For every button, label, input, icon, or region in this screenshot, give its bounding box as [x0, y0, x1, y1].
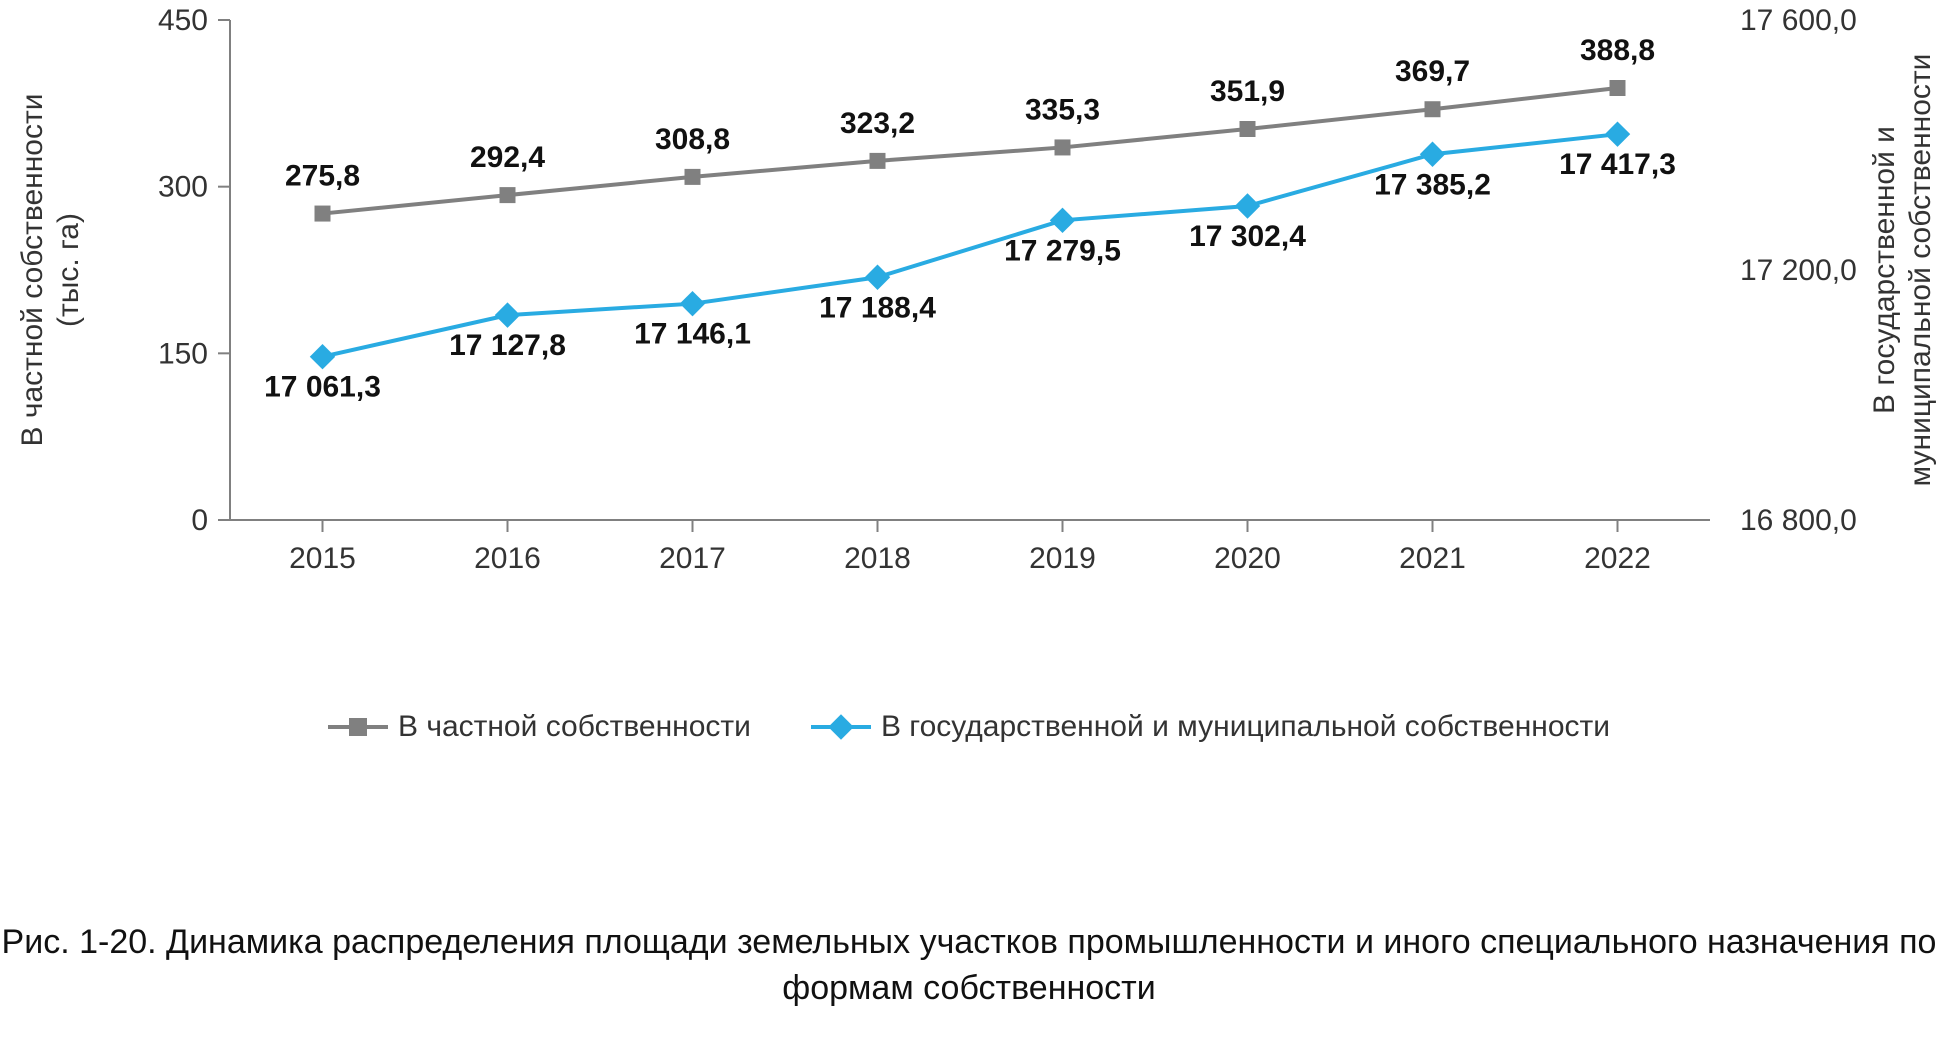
diamond-marker-icon: [828, 714, 853, 739]
series-private-data-label: 323,2: [840, 107, 915, 140]
series-private-marker: [500, 187, 516, 203]
series-state-marker: [1235, 193, 1260, 218]
x-tick-label: 2015: [289, 542, 356, 575]
series-state-marker: [310, 344, 335, 369]
legend-item-series_a: В частной собственности: [328, 710, 751, 744]
legend-line-icon: [328, 725, 388, 729]
figure-caption: Рис. 1-20. Динамика распределения площад…: [0, 920, 1938, 1012]
series-state-marker: [680, 291, 705, 316]
series-private-data-label: 275,8: [285, 160, 360, 193]
chart-legend: В частной собственности В государственной…: [0, 710, 1938, 744]
series-state-data-label: 17 146,1: [634, 318, 751, 351]
y-left-tick-label: 300: [158, 171, 208, 204]
series-state-data-label: 17 061,3: [264, 371, 381, 404]
y-right-axis-title: В государственной имуниципальной собстве…: [1868, 54, 1938, 487]
legend-label: В частной собственности: [398, 710, 751, 744]
series-private-marker: [1425, 101, 1441, 117]
legend-line-icon: [811, 725, 871, 729]
x-tick-label: 2017: [659, 542, 726, 575]
series-private-marker: [1240, 121, 1256, 137]
y-right-tick-label: 16 800,0: [1740, 504, 1857, 537]
series-private-marker: [1610, 80, 1626, 96]
square-marker-icon: [349, 718, 367, 736]
series-state-marker: [495, 302, 520, 327]
series-state-data-label: 17 188,4: [819, 291, 936, 324]
series-state-data-label: 17 385,2: [1374, 168, 1491, 201]
dual-axis-line-chart: 0 150 300 450 16 800,0 17 200,0 17 600,0 2015 20…: [0, 0, 1938, 620]
series-private-data-label: 351,9: [1210, 75, 1285, 108]
x-tick-label: 2020: [1214, 542, 1281, 575]
y-left-tick-label: 450: [158, 4, 208, 37]
series-state-marker: [1050, 208, 1075, 233]
y-right-tick-label: 17 200,0: [1740, 254, 1857, 287]
series-private-marker: [315, 206, 331, 222]
series-private-marker: [685, 169, 701, 185]
series-private-data-label: 292,4: [470, 141, 545, 174]
series-state-data-label: 17 279,5: [1004, 234, 1121, 267]
series-private-data-label: 388,8: [1580, 34, 1655, 67]
series-state-data-label: 17 417,3: [1559, 148, 1676, 181]
x-tick-label: 2022: [1584, 542, 1651, 575]
series-private-marker: [1055, 139, 1071, 155]
legend-item-series_b: В государственной и муниципальной собств…: [811, 710, 1610, 744]
series-private-marker: [870, 153, 886, 169]
x-tick-label: 2019: [1029, 542, 1096, 575]
series-private-data-label: 308,8: [655, 123, 730, 156]
x-tick-label: 2021: [1399, 542, 1466, 575]
series-state-marker: [1420, 142, 1445, 167]
y-left-tick-label: 150: [158, 337, 208, 370]
series-private-data-label: 369,7: [1395, 55, 1470, 88]
series-state-marker: [865, 265, 890, 290]
x-tick-label: 2016: [474, 542, 541, 575]
legend-label: В государственной и муниципальной собств…: [881, 710, 1610, 744]
series-state-data-label: 17 127,8: [449, 329, 566, 362]
y-right-tick-label: 17 600,0: [1740, 4, 1857, 37]
x-tick-label: 2018: [844, 542, 911, 575]
series-state-data-label: 17 302,4: [1189, 220, 1306, 253]
page: 0 150 300 450 16 800,0 17 200,0 17 600,0 2015 20…: [0, 0, 1938, 1054]
series-private-data-label: 335,3: [1025, 93, 1100, 126]
y-left-tick-label: 0: [191, 504, 208, 537]
series-state-marker: [1605, 121, 1630, 146]
y-left-axis-title: В частной собственности(тыс. га): [16, 94, 85, 447]
